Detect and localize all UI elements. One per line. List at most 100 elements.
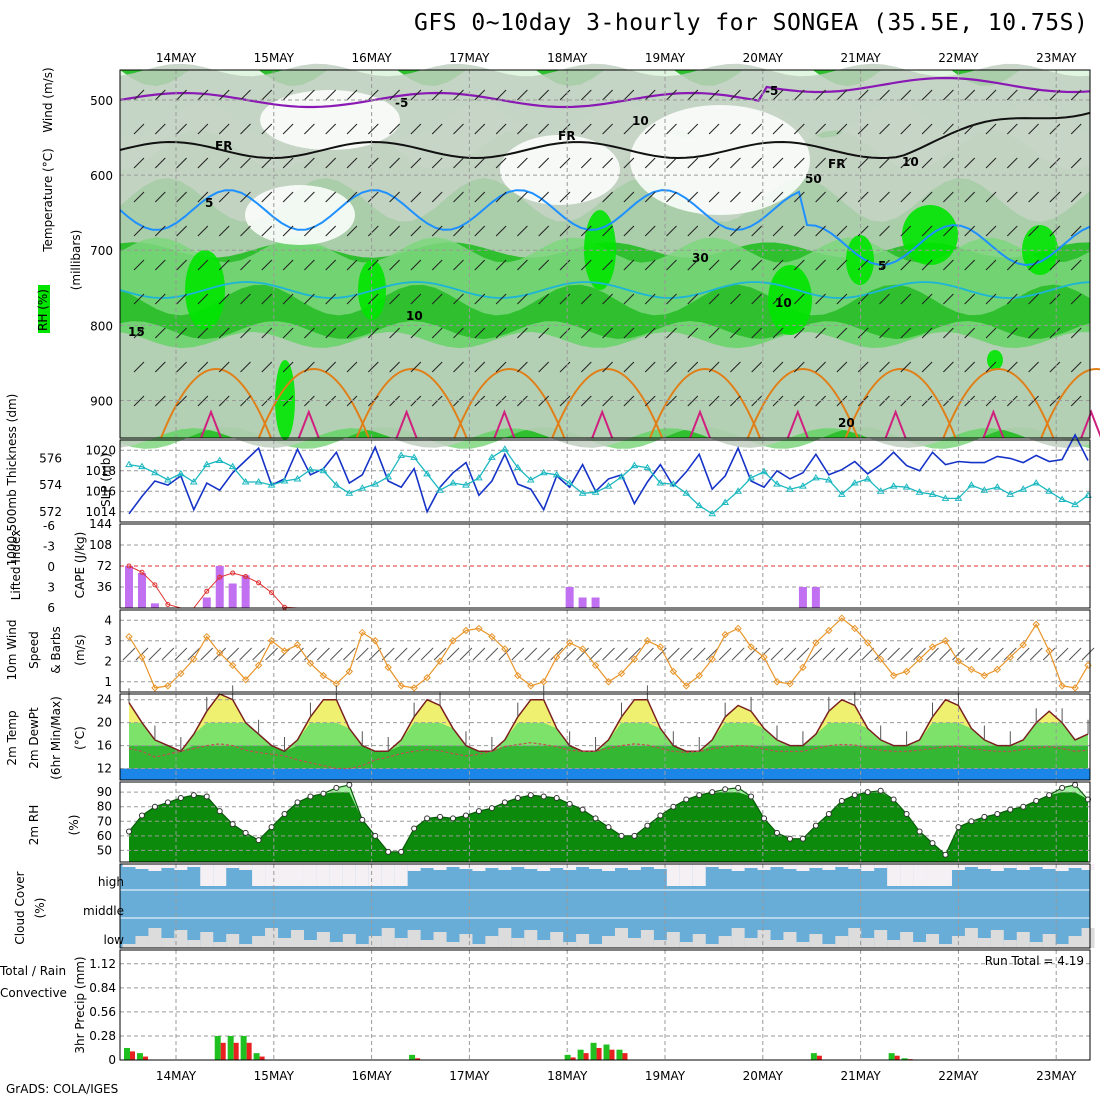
rh-marker bbox=[475, 808, 482, 815]
wind-barb bbox=[708, 89, 720, 101]
slp-line bbox=[128, 433, 1089, 515]
cloud-low-bar bbox=[926, 934, 940, 948]
cape-tick-label: 108 bbox=[89, 538, 112, 552]
thickness-marker bbox=[513, 463, 522, 471]
cape-tick-label: 72 bbox=[97, 559, 112, 573]
wind-barb bbox=[325, 293, 337, 305]
thickness-marker bbox=[760, 467, 768, 475]
wind-barb-10m bbox=[731, 647, 745, 661]
day-label-top: 20MAY bbox=[743, 51, 784, 65]
wind-speed-marker bbox=[617, 669, 626, 678]
wind-barb bbox=[857, 293, 869, 305]
wind-barb-10m bbox=[330, 647, 343, 661]
precip-total-bar bbox=[901, 1058, 908, 1060]
cloud-low-bar bbox=[135, 936, 149, 948]
day-label-top: 14MAY bbox=[156, 51, 197, 65]
wind-barb bbox=[772, 293, 784, 305]
wind-barb bbox=[261, 89, 273, 101]
wind-barb bbox=[943, 259, 954, 271]
wind-barb bbox=[666, 191, 677, 203]
wind-barb bbox=[1028, 327, 1039, 339]
rh-marker bbox=[916, 828, 923, 835]
cloud-low-bar bbox=[705, 944, 719, 948]
cloud-frame bbox=[119, 863, 1091, 949]
wind-barb bbox=[282, 293, 294, 305]
wind-barb bbox=[431, 361, 443, 373]
thickness-marker bbox=[824, 476, 833, 483]
cloud-low-bar bbox=[757, 930, 771, 948]
wind-speed-marker bbox=[1058, 682, 1066, 690]
rh-marker bbox=[618, 832, 625, 839]
wind-barb bbox=[410, 191, 422, 203]
wind-barb bbox=[1028, 123, 1039, 135]
wind-barb-10m bbox=[407, 647, 421, 661]
wind-barb bbox=[240, 259, 251, 271]
wind-barb bbox=[154, 361, 166, 373]
wind-barb bbox=[495, 259, 507, 271]
cloud-low-bar bbox=[265, 928, 279, 948]
cloud-high-bar bbox=[239, 864, 253, 870]
wind-speed-marker bbox=[812, 639, 820, 647]
wind-tick-label: 4 bbox=[104, 613, 112, 627]
cloud-high-bar bbox=[718, 864, 732, 869]
wind-barb bbox=[517, 395, 528, 407]
wind-barb bbox=[900, 361, 912, 373]
wind-barb bbox=[921, 191, 933, 203]
wind-speed-marker bbox=[216, 649, 224, 657]
rh-marker bbox=[799, 835, 806, 842]
wind-barb bbox=[644, 157, 656, 169]
cloud-high-bar bbox=[614, 864, 628, 868]
wind-barb bbox=[602, 293, 613, 305]
wind-barb bbox=[154, 123, 166, 135]
wind-barb bbox=[538, 157, 550, 169]
wind-barb bbox=[708, 395, 720, 407]
wind-speed-marker bbox=[1045, 647, 1053, 655]
thickness-marker bbox=[397, 451, 406, 458]
thickness-marker bbox=[254, 478, 263, 485]
day-label-bottom: 22MAY bbox=[938, 1069, 979, 1083]
wind-barb bbox=[176, 327, 187, 339]
wind-legend-label: Wind (m/s) bbox=[41, 67, 55, 132]
rh-marker bbox=[372, 832, 379, 839]
cloud-high-bar bbox=[1068, 864, 1082, 868]
wind-barb bbox=[623, 395, 635, 407]
cloud-low-bar bbox=[148, 928, 162, 948]
rh-dry-patch bbox=[245, 185, 355, 245]
thickness-marker bbox=[889, 482, 898, 489]
wind-barb bbox=[687, 225, 699, 237]
wind-barb bbox=[367, 157, 379, 169]
wind-barb bbox=[815, 293, 826, 305]
lifted-index-marker bbox=[256, 580, 262, 586]
cloud-high-bar bbox=[770, 864, 784, 867]
thickness-marker bbox=[410, 453, 419, 460]
rh-marker bbox=[281, 811, 288, 817]
cloud-high-bar bbox=[252, 864, 266, 886]
cape-bar bbox=[565, 587, 574, 608]
temp-contour-25 bbox=[786, 409, 809, 439]
wind-barb bbox=[261, 191, 273, 203]
thickness-marker bbox=[423, 469, 431, 477]
thickness-tick-label: 574 bbox=[39, 478, 62, 492]
wind-speed-marker bbox=[656, 643, 665, 651]
wind-barb bbox=[666, 157, 677, 169]
cloud-low-bar bbox=[653, 940, 667, 948]
wind-barb bbox=[857, 191, 869, 203]
wind-barb bbox=[495, 395, 507, 407]
lifted-index-line bbox=[128, 565, 1088, 609]
wind-speed-marker bbox=[565, 639, 574, 647]
wind-barb-10m bbox=[939, 647, 952, 661]
wind-barb bbox=[921, 395, 933, 407]
wind-barb bbox=[367, 293, 379, 305]
wind-barb bbox=[154, 225, 166, 237]
wind-barb-10m bbox=[485, 647, 499, 661]
wind-barb bbox=[964, 89, 976, 101]
wind-barb bbox=[474, 395, 486, 407]
wind-barb bbox=[176, 225, 187, 237]
wind-barb bbox=[559, 123, 571, 135]
temp-contour-15-20 bbox=[1040, 368, 1100, 439]
rh-marker bbox=[786, 835, 793, 842]
temp-contour-5 bbox=[119, 189, 1091, 267]
temp-tick-label: 24 bbox=[97, 693, 112, 707]
thickness-marker bbox=[1058, 495, 1067, 502]
pressure-tick-label: 700 bbox=[90, 244, 113, 258]
